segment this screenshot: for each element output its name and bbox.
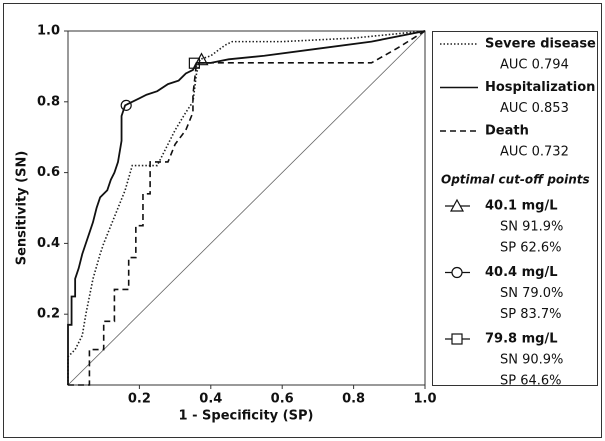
outer-frame — [3, 3, 602, 438]
legend-label: Death — [485, 124, 529, 139]
legend-marker — [449, 198, 465, 212]
legend-frame — [432, 31, 598, 386]
x-tick-label: 0.4 — [199, 392, 222, 407]
plot-frame — [67, 30, 426, 386]
legend-marker — [451, 266, 463, 279]
cutoff-marker — [194, 52, 209, 66]
legend-sp: SP 83.7% — [500, 307, 562, 322]
y-tick-label: 0.2 — [37, 307, 60, 322]
y-axis-label: Sensitivity (SN) — [15, 151, 30, 266]
y-tick-label: 0.8 — [37, 94, 60, 109]
legend-subtitle: Optimal cut-off points — [441, 173, 590, 187]
legend-sn: SN 79.0% — [500, 286, 563, 301]
legend-label: Hospitalization — [485, 80, 595, 95]
legend-label: 40.4 mg/L — [485, 265, 557, 280]
legend-label: 40.1 mg/L — [485, 199, 557, 214]
legend-sp: SP 62.6% — [500, 241, 562, 256]
reference-line — [67, 30, 426, 386]
cutoff-marker — [188, 57, 200, 69]
x-axis-label: 1 - Specificity (SP) — [179, 409, 314, 424]
y-tick-label: 1.0 — [37, 24, 60, 39]
legend-sn: SN 91.9% — [500, 220, 563, 235]
x-tick-label: 0.8 — [342, 392, 365, 407]
legend-auc: AUC 0.853 — [500, 101, 569, 116]
legend-auc: AUC 0.794 — [500, 58, 569, 73]
legend-sp: SP 64.6% — [500, 374, 562, 389]
cutoff-marker — [120, 99, 132, 111]
y-tick-label: 0.4 — [37, 236, 60, 251]
legend-auc: AUC 0.732 — [500, 145, 569, 160]
x-tick-label: 1.0 — [413, 392, 436, 407]
x-tick-label: 0.2 — [128, 392, 151, 407]
y-tick-label: 0.6 — [37, 165, 60, 180]
roc-curve — [67, 30, 426, 385]
legend-label: 79.8 mg/L — [485, 332, 557, 347]
x-tick-label: 0.6 — [271, 392, 294, 407]
legend-sn: SN 90.9% — [500, 353, 563, 368]
legend-marker — [451, 333, 463, 345]
legend-label: Severe disease — [485, 37, 596, 52]
